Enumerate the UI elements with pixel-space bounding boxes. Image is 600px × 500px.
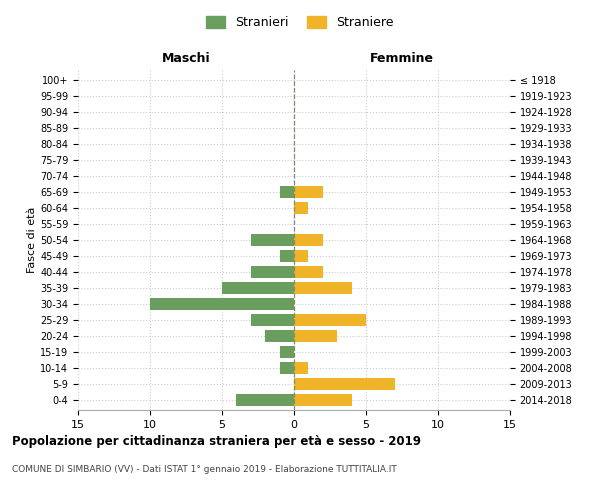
Bar (294, 394, 352, 406)
Bar (280, 250, 294, 262)
Bar (294, 362, 308, 374)
Bar (222, 282, 294, 294)
Text: Maschi: Maschi (161, 52, 211, 65)
Bar (280, 346, 294, 358)
Bar (294, 202, 308, 214)
Bar (294, 266, 323, 278)
Bar (294, 282, 352, 294)
Bar (150, 298, 294, 310)
Bar (251, 266, 294, 278)
Bar (236, 394, 294, 406)
Bar (251, 234, 294, 246)
Bar (251, 314, 294, 326)
Bar (294, 250, 308, 262)
Bar (294, 234, 323, 246)
Bar (294, 330, 337, 342)
Text: COMUNE DI SIMBARIO (VV) - Dati ISTAT 1° gennaio 2019 - Elaborazione TUTTITALIA.I: COMUNE DI SIMBARIO (VV) - Dati ISTAT 1° … (12, 465, 397, 474)
Bar (280, 362, 294, 374)
Text: Popolazione per cittadinanza straniera per età e sesso - 2019: Popolazione per cittadinanza straniera p… (12, 435, 421, 448)
Bar (294, 314, 366, 326)
Bar (294, 378, 395, 390)
Bar (294, 186, 323, 198)
Bar (280, 186, 294, 198)
Legend: Stranieri, Straniere: Stranieri, Straniere (202, 11, 398, 34)
Bar (265, 330, 294, 342)
Text: Femmine: Femmine (370, 52, 434, 65)
Y-axis label: Fasce di età: Fasce di età (27, 207, 37, 273)
